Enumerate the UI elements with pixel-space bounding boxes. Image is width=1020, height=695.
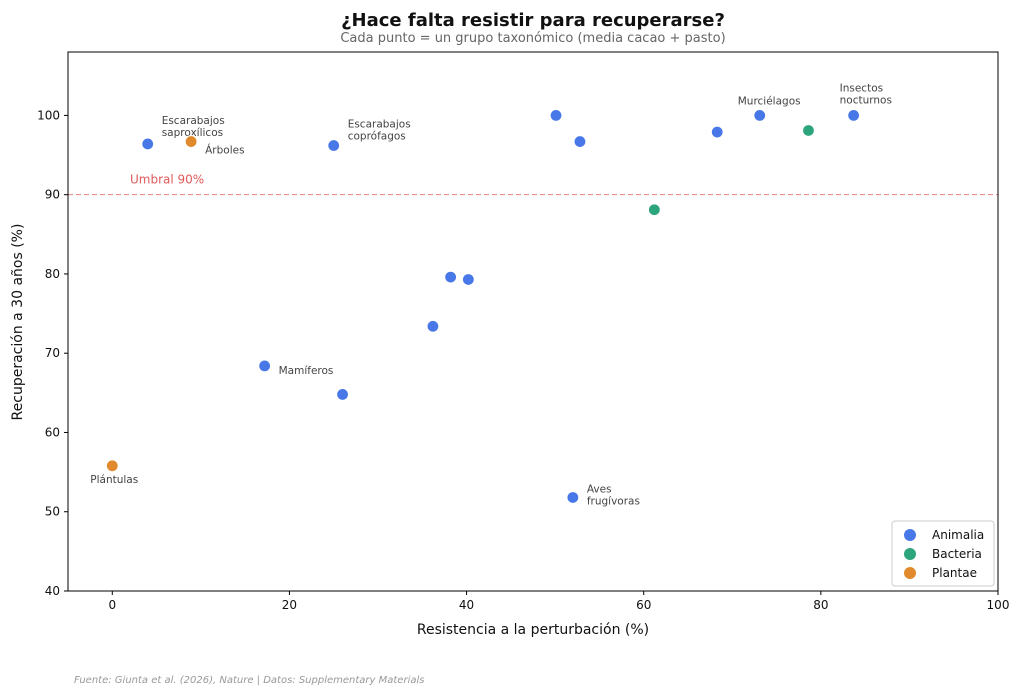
legend-label: Plantae <box>932 566 977 580</box>
data-point-animalia <box>710 125 724 139</box>
y-tick-label: 70 <box>45 346 60 360</box>
y-tick-label: 60 <box>45 425 60 439</box>
y-tick-label: 80 <box>45 267 60 281</box>
data-point-animalia <box>549 108 563 123</box>
x-tick-label: 20 <box>282 598 297 612</box>
data-point-animalia <box>461 272 475 287</box>
x-tick-label: 80 <box>813 598 828 612</box>
x-tick-label: 40 <box>459 598 474 612</box>
y-axis-label: Recuperación a 30 años (%) <box>10 224 26 421</box>
point-annotation: Escarabajos coprófagos <box>348 119 411 143</box>
x-tick-label: 0 <box>108 598 116 612</box>
legend-frame <box>891 520 995 587</box>
legend-label: Bacteria <box>932 547 982 561</box>
legend: Animalia Bacteria Plantae <box>891 520 995 587</box>
point-annotation: Insectos nocturnos <box>840 82 892 106</box>
threshold-label: Umbral 90% <box>130 173 204 187</box>
plot-area: Umbral 90% Escarabajos saproxílicos Escarab… <box>68 82 998 507</box>
data-point-animalia <box>573 134 587 149</box>
data-point-animalia <box>847 108 861 123</box>
point-annotation: Aves frugívoras <box>587 483 640 507</box>
data-point-bacteria <box>647 203 661 217</box>
chart-subtitle: Cada punto = un grupo taxonómico (media … <box>340 31 725 46</box>
legend-label: Animalia <box>932 528 984 542</box>
x-tick-label: 100 <box>987 598 1010 612</box>
y-tick-label: 40 <box>45 584 60 598</box>
point-annotation: Escarabajos saproxílicos <box>162 115 225 139</box>
data-point-animalia <box>327 138 341 153</box>
y-tick-label: 100 <box>37 108 60 122</box>
legend-marker-plantae <box>904 567 916 579</box>
data-point-animalia <box>566 490 580 505</box>
point-annotation: Murciélagos <box>738 95 801 107</box>
y-tick-label: 50 <box>45 505 60 519</box>
source-note: Fuente: Giunta et al. (2026), Nature | D… <box>74 675 424 686</box>
x-tick-label: 60 <box>636 598 651 612</box>
data-point-animalia <box>335 387 350 402</box>
data-point-animalia <box>444 270 458 284</box>
data-point-bacteria <box>801 123 816 138</box>
point-annotation: Árboles <box>205 144 244 157</box>
data-point-animalia <box>426 319 440 333</box>
data-point-plantae <box>184 134 198 149</box>
point-annotation: Mamíferos <box>279 365 334 377</box>
legend-marker-bacteria <box>904 548 916 560</box>
point-annotation: Plántulas <box>90 474 138 486</box>
y-tick-label: 90 <box>45 188 60 202</box>
data-point-animalia <box>141 137 155 151</box>
legend-marker-animalia <box>904 529 916 541</box>
data-point-animalia <box>753 108 767 123</box>
data-point-plantae <box>105 459 119 473</box>
data-point-animalia <box>258 359 272 373</box>
plot-frame <box>67 51 999 592</box>
x-axis-label: Resistencia a la perturbación (%) <box>417 622 649 638</box>
chart-title: ¿Hace falta resistir para recuperarse? <box>341 10 725 31</box>
